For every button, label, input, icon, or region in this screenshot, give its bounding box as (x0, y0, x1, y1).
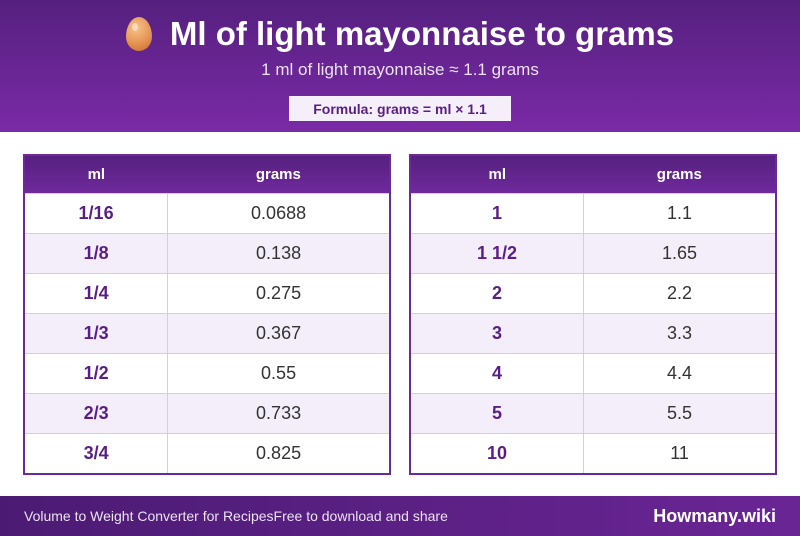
grams-cell: 0.138 (167, 233, 390, 274)
grams-cell: 3.3 (583, 313, 776, 354)
grams-cell: 1.65 (583, 233, 776, 274)
table-row: 2/3 0.733 (24, 393, 390, 434)
egg-icon (125, 17, 152, 51)
ml-cell: 10 (410, 433, 585, 474)
table-row: 2 2.2 (410, 273, 776, 314)
column-header-ml: ml (410, 155, 584, 194)
footer-text: Volume to Weight Converter for Recipes Fr… (24, 496, 448, 536)
column-header-ml: ml (24, 155, 168, 194)
header-banner: Ml of light mayonnaise to grams 1 ml of … (0, 0, 800, 132)
ml-cell: 1/2 (24, 353, 169, 394)
ml-cell: 5 (410, 393, 585, 434)
grams-cell: 0.0688 (167, 193, 390, 234)
table-row: 5 5.5 (410, 393, 776, 434)
table-row: 3 3.3 (410, 313, 776, 354)
ml-cell: 4 (410, 353, 585, 394)
table-row: 1 1.1 (410, 193, 776, 234)
table-row: 1/3 0.367 (24, 313, 390, 354)
ml-cell: 1 1/2 (410, 233, 585, 274)
footer-bar: Volume to Weight Converter for Recipes Fr… (0, 496, 800, 536)
grams-cell: 4.4 (583, 353, 776, 394)
grams-cell: 2.2 (583, 273, 776, 314)
table-row: 3/4 0.825 (24, 433, 390, 474)
grams-cell: 0.55 (167, 353, 390, 394)
table-row: 1/16 0.0688 (24, 193, 390, 234)
table-row: 1/4 0.275 (24, 273, 390, 314)
ml-cell: 1/3 (24, 313, 169, 354)
page-subtitle: 1 ml of light mayonnaise ≈ 1.1 grams (261, 60, 539, 79)
grams-cell: 1.1 (583, 193, 776, 234)
column-header-grams: grams (167, 155, 390, 194)
grams-cell: 0.825 (167, 433, 390, 474)
ml-cell: 1 (410, 193, 585, 234)
table-row: 1/8 0.138 (24, 233, 390, 274)
ml-cell: 1/4 (24, 273, 169, 314)
footer-share-note: Free to download and share (273, 508, 448, 524)
conversion-table-right: ml grams 1 1.1 1 1/2 1.65 2 2.2 3 3.3 4 4.4 5… (409, 154, 777, 475)
grams-cell: 0.367 (167, 313, 390, 354)
grams-cell: 0.733 (167, 393, 390, 434)
ml-cell: 2/3 (24, 393, 169, 434)
table-header-row: ml grams (24, 155, 390, 194)
page-title: Ml of light mayonnaise to grams (0, 14, 800, 54)
table-row: 4 4.4 (410, 353, 776, 394)
grams-cell: 11 (583, 433, 776, 474)
table-header-row: ml grams (410, 155, 776, 194)
grams-cell: 0.275 (167, 273, 390, 314)
table-row: 1 1/2 1.65 (410, 233, 776, 274)
grams-cell: 5.5 (583, 393, 776, 434)
ml-cell: 1/8 (24, 233, 169, 274)
formula-badge: Formula: grams = ml × 1.1 (289, 96, 511, 121)
brand-logo-text[interactable]: Howmany.wiki (653, 505, 776, 526)
table-row: 10 11 (410, 433, 776, 474)
conversion-table-left: ml grams 1/16 0.0688 1/8 0.138 1/4 0.275 1/… (23, 154, 391, 475)
column-header-grams: grams (583, 155, 776, 194)
ml-cell: 3/4 (24, 433, 169, 474)
ml-cell: 2 (410, 273, 585, 314)
table-row: 1/2 0.55 (24, 353, 390, 394)
ml-cell: 1/16 (24, 193, 169, 234)
footer-tagline: Volume to Weight Converter for Recipes (24, 508, 274, 524)
ml-cell: 3 (410, 313, 585, 354)
page-title-text: Ml of light mayonnaise to grams (169, 15, 675, 52)
